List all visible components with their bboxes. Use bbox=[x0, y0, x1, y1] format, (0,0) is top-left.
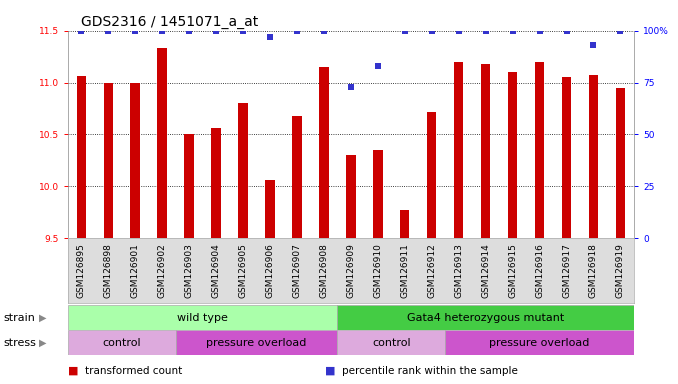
Bar bbox=[373, 150, 382, 238]
Text: GSM126907: GSM126907 bbox=[292, 243, 302, 298]
Text: ■: ■ bbox=[325, 366, 336, 376]
Text: ■: ■ bbox=[68, 366, 78, 376]
Text: GSM126906: GSM126906 bbox=[266, 243, 275, 298]
Bar bbox=[68, 330, 176, 355]
Bar bbox=[427, 112, 437, 238]
Text: strain: strain bbox=[3, 313, 35, 323]
Text: GSM126915: GSM126915 bbox=[508, 243, 517, 298]
Text: pressure overload: pressure overload bbox=[490, 338, 590, 348]
Bar bbox=[265, 180, 275, 238]
Text: ▶: ▶ bbox=[39, 313, 47, 323]
Text: GSM126898: GSM126898 bbox=[104, 243, 113, 298]
Bar bbox=[130, 83, 140, 238]
Point bbox=[454, 28, 464, 34]
Bar bbox=[68, 305, 338, 330]
Text: GSM126908: GSM126908 bbox=[319, 243, 328, 298]
Point bbox=[507, 28, 518, 34]
Point bbox=[319, 28, 330, 34]
Point bbox=[129, 28, 140, 34]
Text: transformed count: transformed count bbox=[85, 366, 182, 376]
Text: GSM126919: GSM126919 bbox=[616, 243, 625, 298]
Text: pressure overload: pressure overload bbox=[206, 338, 306, 348]
Point bbox=[211, 28, 222, 34]
Bar bbox=[445, 330, 634, 355]
Point bbox=[588, 42, 599, 48]
Text: GSM126918: GSM126918 bbox=[589, 243, 598, 298]
Point bbox=[615, 28, 626, 34]
Point bbox=[237, 28, 248, 34]
Bar bbox=[535, 62, 544, 238]
Text: control: control bbox=[372, 338, 411, 348]
Text: GSM126903: GSM126903 bbox=[184, 243, 194, 298]
Bar bbox=[77, 76, 86, 238]
Point bbox=[292, 28, 302, 34]
Bar bbox=[212, 128, 221, 238]
Bar bbox=[104, 83, 113, 238]
Bar bbox=[238, 103, 247, 238]
Bar bbox=[157, 48, 167, 238]
Text: Gata4 heterozygous mutant: Gata4 heterozygous mutant bbox=[407, 313, 564, 323]
Bar bbox=[454, 62, 464, 238]
Text: stress: stress bbox=[3, 338, 36, 348]
Text: GSM126905: GSM126905 bbox=[239, 243, 247, 298]
Bar bbox=[338, 305, 634, 330]
Text: control: control bbox=[102, 338, 141, 348]
Bar bbox=[508, 72, 517, 238]
Bar bbox=[338, 330, 445, 355]
Point bbox=[76, 28, 87, 34]
Text: GDS2316 / 1451071_a_at: GDS2316 / 1451071_a_at bbox=[81, 15, 258, 29]
Point bbox=[184, 28, 195, 34]
Text: ▶: ▶ bbox=[39, 338, 47, 348]
Text: GSM126910: GSM126910 bbox=[374, 243, 382, 298]
Bar bbox=[176, 330, 338, 355]
Text: GSM126911: GSM126911 bbox=[400, 243, 410, 298]
Bar bbox=[346, 155, 355, 238]
Point bbox=[480, 28, 491, 34]
Text: GSM126909: GSM126909 bbox=[346, 243, 355, 298]
Text: GSM126901: GSM126901 bbox=[131, 243, 140, 298]
Text: wild type: wild type bbox=[177, 313, 228, 323]
Point bbox=[372, 63, 383, 69]
Text: GSM126912: GSM126912 bbox=[427, 243, 436, 298]
Point bbox=[157, 28, 167, 34]
Point bbox=[426, 28, 437, 34]
Text: GSM126916: GSM126916 bbox=[535, 243, 544, 298]
Text: GSM126904: GSM126904 bbox=[212, 243, 220, 298]
Bar bbox=[400, 210, 410, 238]
Bar bbox=[481, 64, 490, 238]
Text: percentile rank within the sample: percentile rank within the sample bbox=[342, 366, 518, 376]
Point bbox=[103, 28, 114, 34]
Bar bbox=[292, 116, 302, 238]
Point bbox=[345, 84, 357, 90]
Bar bbox=[616, 88, 625, 238]
Text: GSM126917: GSM126917 bbox=[562, 243, 571, 298]
Bar bbox=[184, 134, 194, 238]
Text: GSM126913: GSM126913 bbox=[454, 243, 463, 298]
Text: GSM126902: GSM126902 bbox=[158, 243, 167, 298]
Point bbox=[264, 34, 275, 40]
Bar bbox=[319, 67, 329, 238]
Text: GSM126895: GSM126895 bbox=[77, 243, 86, 298]
Point bbox=[561, 28, 572, 34]
Bar bbox=[562, 77, 572, 238]
Text: GSM126914: GSM126914 bbox=[481, 243, 490, 298]
Point bbox=[399, 28, 410, 34]
Point bbox=[534, 28, 545, 34]
Bar bbox=[589, 75, 598, 238]
